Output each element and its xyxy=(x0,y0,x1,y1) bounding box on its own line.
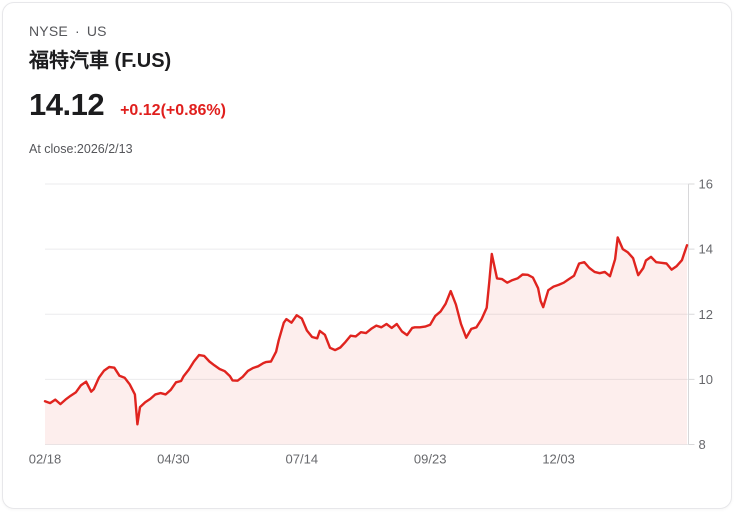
exchange-line: NYSE · US xyxy=(29,23,171,39)
x-axis-label: 02/18 xyxy=(29,452,62,467)
y-axis-label: 8 xyxy=(699,437,706,452)
separator-dot: · xyxy=(74,23,80,39)
x-axis-label: 09/23 xyxy=(414,452,447,467)
x-axis-label: 04/30 xyxy=(157,452,190,467)
page-title: 福特汽車 (F.US) xyxy=(29,50,172,72)
x-axis-label: 07/14 xyxy=(286,452,319,467)
price-area xyxy=(45,237,687,445)
price-chart[interactable]: 8 10 12 14 16 02/18 04/30 07/14 09/23 12/03 xyxy=(3,166,736,506)
exchange-label: NYSE xyxy=(29,23,68,39)
y-axis-label: 10 xyxy=(699,372,713,387)
as-of-timestamp: At close:2026/2/13 xyxy=(29,142,133,156)
y-axis-label: 12 xyxy=(699,307,713,322)
last-price: 14.12 xyxy=(29,87,105,122)
x-axis-label: 12/03 xyxy=(542,452,575,467)
y-axis-label: 14 xyxy=(699,242,713,257)
price-change: +0.12(+0.86%) xyxy=(120,102,226,119)
price-chart-svg[interactable]: 8 10 12 14 16 02/18 04/30 07/14 09/23 12/03 xyxy=(3,166,736,506)
region-label: US xyxy=(86,23,107,39)
price-line xyxy=(43,236,689,426)
y-axis-label: 16 xyxy=(699,177,713,192)
